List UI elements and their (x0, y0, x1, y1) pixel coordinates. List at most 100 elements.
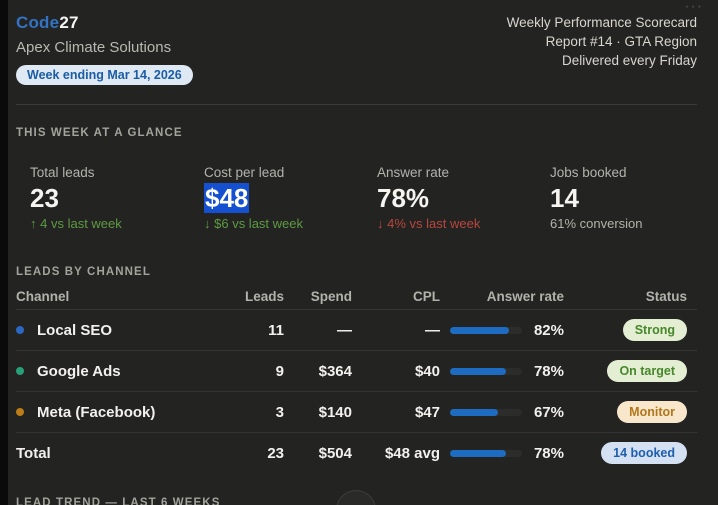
spend-cell: $140 (318, 403, 352, 421)
answer-rate-bar (450, 408, 522, 416)
stat-delta-text: $6 vs last week (214, 216, 303, 231)
answer-rate-value: 78% (533, 362, 564, 380)
answer-rate-bar-fill (450, 367, 507, 375)
channel-dot-icon (16, 326, 24, 334)
channel-dot-icon (16, 367, 24, 375)
answer-rate-cell: 67% (440, 404, 564, 421)
trend-down-icon: ↓ (204, 216, 215, 231)
brand-logo-primary: Code (16, 13, 60, 32)
leads-cell: 3 (275, 403, 284, 421)
channel-dot-icon (16, 408, 24, 416)
channels-table-body: Local SEO 11 — — 82% Strong Google Ads 9 $364 $40… (16, 310, 697, 473)
answer-rate-value: 67% (533, 403, 564, 421)
stat-delta-text: 4 vs last week (40, 216, 122, 231)
status-cell: On target (564, 360, 697, 382)
stat-label: Answer rate (377, 165, 450, 180)
stat-value: 14 (550, 183, 579, 213)
stat-delta-text: 4% vs last week (387, 216, 481, 231)
col-header-answer-rate: Answer rate (486, 289, 564, 304)
delivery-schedule: Delivered every Friday (561, 53, 697, 68)
answer-rate-bar (450, 326, 522, 334)
scorecard-content: ··· Code27 Apex Climate Solutions Week e… (8, 0, 718, 505)
status-badge: Strong (622, 319, 687, 341)
trend-section-title: LEAD TREND — LAST 6 WEEKS (16, 497, 221, 505)
trend-down-icon: ↓ (377, 216, 388, 231)
stat-delta: ↑ 4 vs last week (30, 216, 204, 231)
stat-label: Total leads (30, 165, 95, 180)
channels-table: Channel Leads Spend CPL Answer rate Stat… (16, 284, 697, 473)
stat-delta: ↓ 4% vs last week (377, 216, 550, 231)
answer-rate-value: 78% (533, 444, 564, 462)
brand-logo-suffix: 27 (59, 13, 79, 32)
answer-rate-bar-fill (450, 408, 499, 416)
report-number-region: Report #14 · GTA Region (545, 34, 697, 49)
channel-name: Total (16, 444, 51, 462)
status-badge: On target (607, 360, 687, 382)
answer-rate-bar-fill (450, 326, 510, 334)
col-header-leads: Leads (244, 289, 284, 304)
stat-delta: ↓ $6 vs last week (204, 216, 377, 231)
stat-answer-rate: Answer rate 78% ↓ 4% vs last week (377, 165, 550, 231)
stat-value: 23 (30, 183, 59, 213)
header-divider (16, 104, 697, 105)
cpl-cell: $47 (414, 403, 440, 421)
col-header-channel: Channel (16, 289, 70, 304)
week-ending-badge: Week ending Mar 14, 2026 (16, 65, 193, 85)
status-badge: Monitor (617, 401, 687, 423)
stat-delta-text: 61% conversion (550, 216, 643, 231)
cpl-cell: — (425, 321, 440, 339)
answer-rate-bar-fill (450, 449, 507, 457)
brand-logo: Code27 (16, 13, 193, 33)
channel-cell: Google Ads (16, 363, 234, 380)
answer-rate-cell: 82% (440, 322, 564, 339)
channel-cell: Meta (Facebook) (16, 404, 234, 421)
cpl-cell: $40 (414, 362, 440, 380)
stat-label: Jobs booked (550, 165, 627, 180)
status-cell: Strong (564, 319, 697, 341)
table-row: Local SEO 11 — — 82% Strong (16, 310, 697, 351)
more-options-icon[interactable]: ··· (685, 0, 704, 14)
header-left: Code27 Apex Climate Solutions Week endin… (16, 13, 193, 85)
answer-rate-value: 82% (533, 321, 564, 339)
client-name: Apex Climate Solutions (16, 39, 172, 56)
leads-cell: 9 (275, 362, 284, 380)
channels-table-header: Channel Leads Spend CPL Answer rate Stat… (16, 284, 697, 310)
answer-rate-cell: 78% (440, 445, 564, 462)
leads-cell: 23 (267, 444, 284, 462)
trend-up-icon: ↑ (30, 216, 41, 231)
col-header-spend: Spend (310, 289, 352, 304)
stat-label: Cost per lead (204, 165, 285, 180)
cpl-cell: $48 avg (384, 444, 440, 462)
table-row: Meta (Facebook) 3 $140 $47 67% Monitor (16, 392, 697, 433)
answer-rate-bar (450, 449, 522, 457)
channel-name: Local SEO (37, 321, 113, 339)
channel-cell: Total (16, 445, 234, 462)
status-cell: 14 booked (564, 442, 697, 464)
spend-cell: $364 (318, 362, 352, 380)
channel-cell: Local SEO (16, 322, 234, 339)
status-cell: Monitor (564, 401, 697, 423)
report-header: Code27 Apex Climate Solutions Week endin… (16, 13, 697, 85)
table-row: Google Ads 9 $364 $40 78% On target (16, 351, 697, 392)
stat-total-leads: Total leads 23 ↑ 4 vs last week (30, 165, 204, 231)
glance-section-title: THIS WEEK AT A GLANCE (16, 127, 183, 139)
answer-rate-bar (450, 367, 522, 375)
table-row-total: Total 23 $504 $48 avg 78% 14 booked (16, 433, 697, 473)
answer-rate-cell: 78% (440, 363, 564, 380)
col-header-status: Status (645, 289, 687, 304)
col-header-cpl: CPL (413, 289, 440, 304)
channel-name: Meta (Facebook) (37, 403, 156, 421)
stat-value: 78% (377, 183, 430, 213)
report-title: Weekly Performance Scorecard (506, 15, 697, 30)
stat-value: $48 (204, 183, 377, 213)
header-meta: Weekly Performance Scorecard Report #14 … (507, 13, 697, 70)
stat-jobs-booked: Jobs booked 14 61% conversion (550, 165, 697, 231)
leads-cell: 11 (268, 321, 284, 339)
glance-stats: Total leads 23 ↑ 4 vs last week Cost per le… (16, 165, 697, 231)
spend-cell: — (337, 321, 352, 339)
channels-section-title: LEADS BY CHANNEL (16, 266, 151, 278)
selected-value-highlight: $48 (204, 183, 250, 213)
left-edge-strip (0, 0, 8, 505)
spend-cell: $504 (318, 444, 352, 462)
